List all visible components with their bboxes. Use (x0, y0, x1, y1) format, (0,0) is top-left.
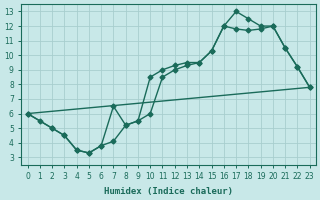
X-axis label: Humidex (Indice chaleur): Humidex (Indice chaleur) (104, 187, 233, 196)
